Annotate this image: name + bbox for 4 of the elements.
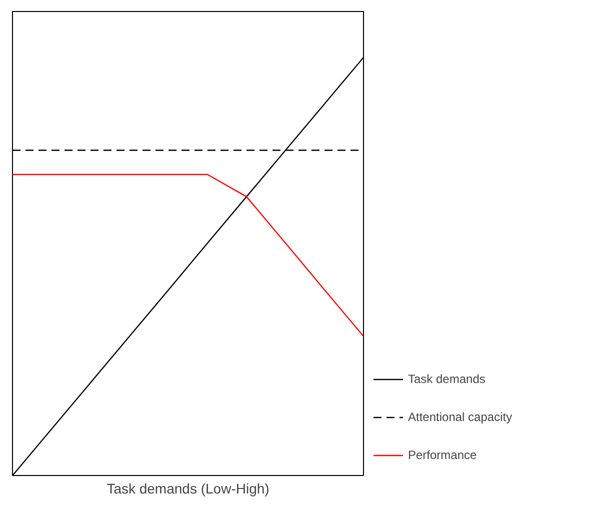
legend-label: Task demands <box>408 372 486 386</box>
x-axis-title: Task demands (Low-High) <box>106 480 270 496</box>
legend-label: Attentional capacity <box>408 410 512 424</box>
legend-label: Performance <box>408 448 477 462</box>
